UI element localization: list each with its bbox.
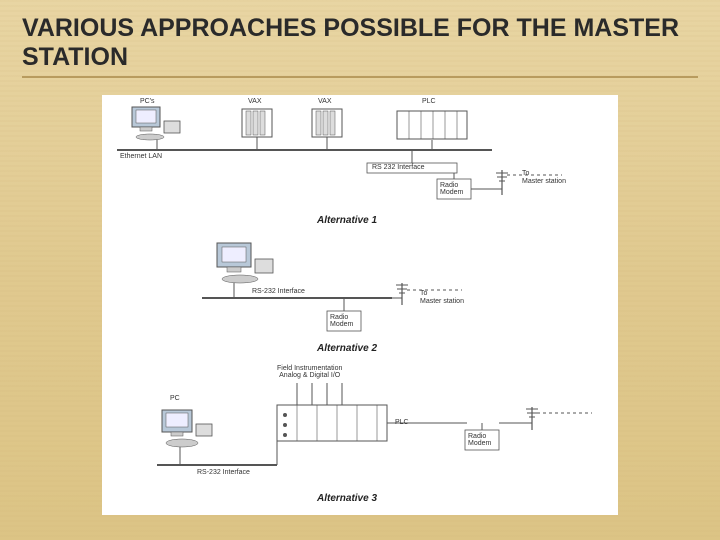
pc-icon <box>217 243 273 283</box>
diagram-area: PC's VAX VAX PLC Ethernet LAN RS 232 Int… <box>102 95 618 515</box>
alt2-radio-label: Radio Modem <box>330 314 353 328</box>
alt1-pc-label: PC's <box>140 98 155 105</box>
pc-icon <box>132 107 180 140</box>
alt2-to-master: To Master station <box>420 290 464 305</box>
antenna-icon <box>496 170 508 195</box>
pc-icon <box>162 410 212 447</box>
alt3 <box>157 383 592 465</box>
alt1-to-master: To Master station <box>522 170 566 185</box>
alt3-plc-label: PLC <box>395 419 409 426</box>
alt1-vax2-label: VAX <box>318 98 332 105</box>
plc-icon <box>397 111 467 139</box>
alt1-rs232-label: RS 232 Interface <box>372 164 425 171</box>
vax2-icon <box>312 109 342 137</box>
alt1 <box>117 107 562 199</box>
alt1-ethernet-label: Ethernet LAN <box>120 153 162 160</box>
page-title: VARIOUS APPROACHES POSSIBLE FOR THE MAST… <box>22 14 698 78</box>
antenna-icon <box>396 283 408 305</box>
alt2-rs232-label: RS-232 Interface <box>252 288 305 295</box>
alt1-plc-label: PLC <box>422 98 436 105</box>
alt2-caption: Alternative 2 <box>317 343 377 354</box>
alt3-caption: Alternative 3 <box>317 493 377 504</box>
alt1-caption: Alternative 1 <box>317 215 377 226</box>
vax1-icon <box>242 109 272 137</box>
alt1-radio-label: Radio Modem <box>440 182 463 196</box>
antenna-icon <box>526 407 538 430</box>
alt3-rs232-label: RS-232 Interface <box>197 469 250 476</box>
alt3-radio-label: Radio Modem <box>468 433 491 447</box>
alt1-vax1-label: VAX <box>248 98 262 105</box>
alt3-pc-label: PC <box>170 395 180 402</box>
alt3-fi-label: Field Instrumentation Analog & Digital I… <box>277 365 342 379</box>
